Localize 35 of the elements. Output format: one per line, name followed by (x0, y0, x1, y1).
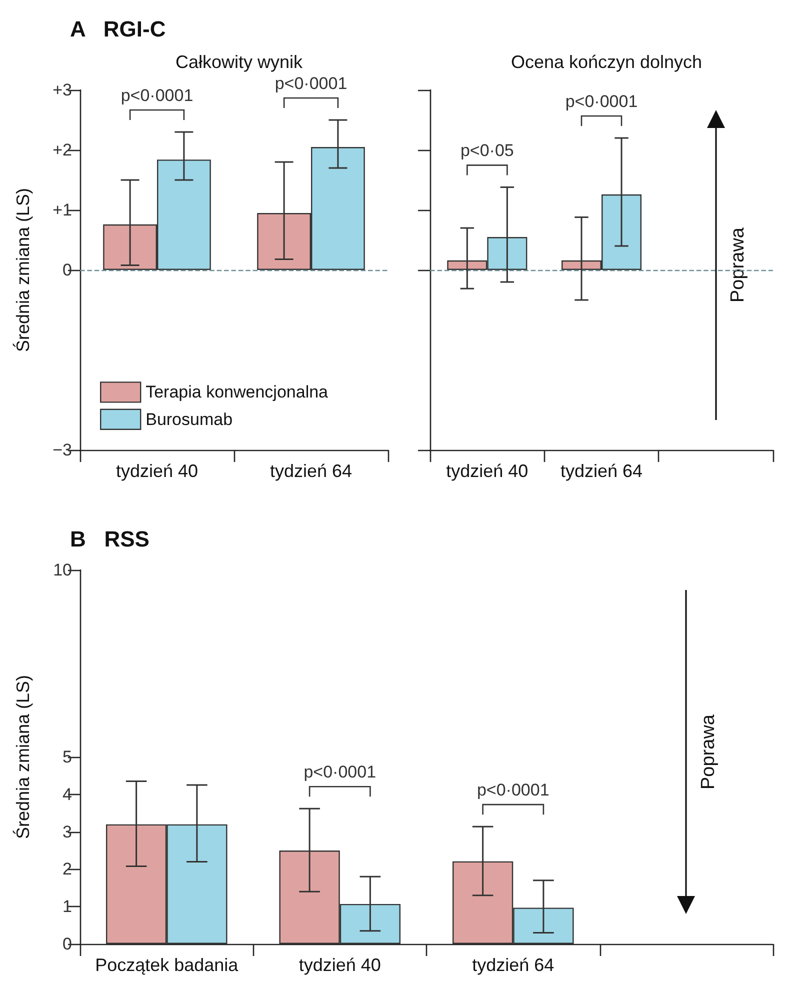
x-tick-label: tydzień 40 (116, 461, 198, 481)
y-tick-label: 2 (62, 860, 72, 879)
annotation: p<0·0001 (304, 762, 376, 782)
chart-title: B RSS (70, 526, 150, 552)
y-tick-label: 10 (53, 560, 72, 580)
y-axis-title: Średnia zmiana (LS) (12, 188, 33, 352)
y-tick-label: +3 (52, 80, 72, 100)
legend-label: Burosumab (146, 410, 233, 429)
x-tick-label: Początek badania (95, 955, 240, 975)
y2-axis-title: Poprawa (727, 227, 748, 302)
chart-subtitle: Całkowity wynik (175, 52, 304, 72)
x-tick-label: tydzień 64 (270, 461, 352, 481)
y-tick-label: 1 (62, 897, 72, 916)
y-tick-label: 3 (62, 822, 72, 842)
annotation: p<0·05 (460, 141, 514, 160)
annotation: p<0·0001 (120, 86, 194, 105)
x-tick-label: tydzień 64 (560, 461, 643, 481)
x-tick-label: tydzień 40 (446, 461, 528, 481)
chart-subtitle: Ocena kończyn dolnych (510, 52, 702, 72)
annotation: p<0·0001 (565, 92, 638, 111)
y-tick-label: +1 (52, 200, 72, 220)
y-tick-label: 5 (62, 748, 72, 766)
y-tick-label: +2 (52, 140, 72, 160)
chart-title: A RGI-C (70, 16, 166, 42)
x-tick-label: tydzień 64 (472, 955, 554, 975)
y-axis-title: Średnia zmiana (LS) (12, 674, 33, 840)
y2-axis-title: Poprawa (698, 714, 719, 790)
annotation: p<0·0001 (274, 74, 348, 93)
x-tick-label: tydzień 40 (298, 955, 381, 975)
y-tick-label: 0 (62, 934, 72, 954)
legend-label: Terapia konwencjonalna (146, 382, 329, 402)
annotation: p<0·0001 (476, 780, 550, 800)
y-tick-label: 4 (62, 784, 72, 804)
y-tick-label: 0 (62, 260, 72, 280)
y-tick-label: −3 (52, 440, 72, 460)
